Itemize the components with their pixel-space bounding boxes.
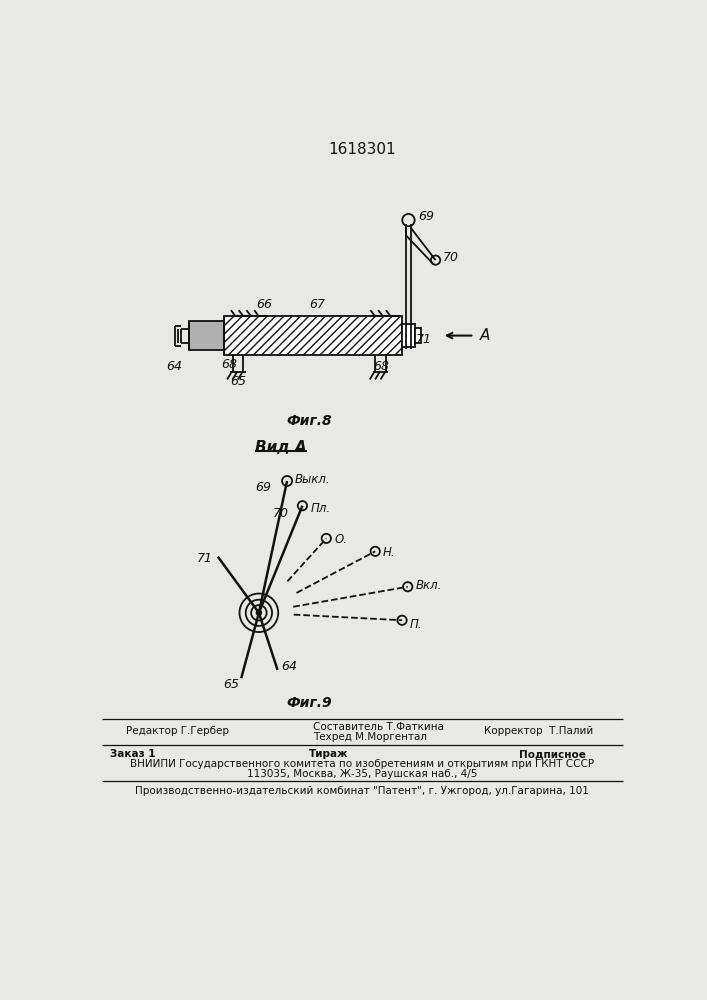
Text: A: A	[480, 328, 490, 343]
Text: 65: 65	[223, 678, 240, 691]
Text: Производственно-издательский комбинат "Патент", г. Ужгород, ул.Гагарина, 101: Производственно-издательский комбинат "П…	[135, 786, 589, 796]
Text: 69: 69	[418, 210, 434, 223]
Text: Вкл.: Вкл.	[416, 579, 442, 592]
Text: Заказ 1: Заказ 1	[110, 749, 156, 759]
Text: 64: 64	[281, 660, 298, 673]
Text: ВНИИПИ Государственного комитета по изобретениям и открытиям при ГКНТ СССР: ВНИИПИ Государственного комитета по изоб…	[130, 759, 594, 769]
Text: 70: 70	[443, 251, 460, 264]
Bar	[414, 328, 421, 343]
Text: Корректор  Т.Палий: Корректор Т.Палий	[484, 726, 593, 736]
Text: 113035, Москва, Ж-35, Раушская наб., 4/5: 113035, Москва, Ж-35, Раушская наб., 4/5	[247, 769, 477, 779]
Text: 1618301: 1618301	[328, 142, 396, 157]
Bar	[189, 321, 224, 350]
Text: Пл.: Пл.	[310, 502, 330, 515]
Text: 64: 64	[166, 360, 182, 373]
Text: Техред М.Моргентал: Техред М.Моргентал	[313, 732, 427, 742]
Text: Составитель Т.Фаткина: Составитель Т.Фаткина	[313, 722, 444, 732]
Text: Выкл.: Выкл.	[295, 473, 330, 486]
Text: 71: 71	[197, 552, 214, 565]
Bar	[402, 324, 414, 347]
Text: П.: П.	[410, 618, 422, 631]
Bar	[224, 316, 402, 355]
Text: 68: 68	[221, 358, 237, 371]
Text: 66: 66	[257, 298, 272, 311]
Text: О.: О.	[334, 533, 347, 546]
Text: 71: 71	[416, 333, 432, 346]
Text: 67: 67	[309, 298, 325, 311]
Circle shape	[257, 610, 261, 615]
Text: Н.: Н.	[383, 546, 396, 559]
Text: Фиг.8: Фиг.8	[286, 414, 332, 428]
Text: 65: 65	[230, 375, 246, 388]
Text: 68: 68	[373, 360, 389, 373]
Text: Вид А: Вид А	[255, 440, 306, 455]
Text: 69: 69	[255, 481, 271, 494]
Text: Фиг.9: Фиг.9	[286, 696, 332, 710]
Text: Подписное: Подписное	[518, 749, 585, 759]
Text: Тираж: Тираж	[309, 749, 349, 759]
Text: 70: 70	[272, 507, 288, 520]
Text: Редактор Г.Гербер: Редактор Г.Гербер	[126, 726, 228, 736]
